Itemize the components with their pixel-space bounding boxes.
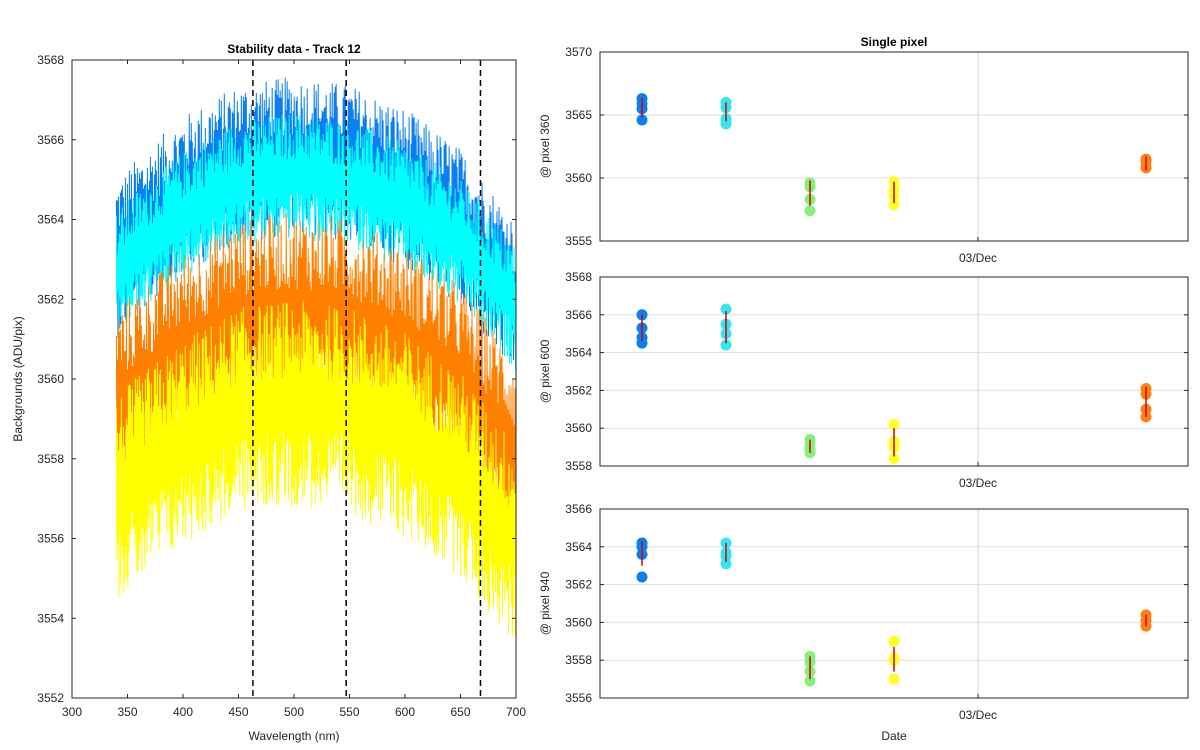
x-tick-label: 350 xyxy=(117,705,137,719)
date-axis-label: Date xyxy=(881,729,907,743)
data-point xyxy=(636,571,648,583)
spectrum-x-label: Wavelength (nm) xyxy=(249,729,340,743)
y-tick-label: 3562 xyxy=(565,578,592,592)
spectrum-y-label: Backgrounds (ADU/pix) xyxy=(11,316,25,441)
y-tick-label: 3568 xyxy=(565,270,592,284)
data-point xyxy=(804,675,816,687)
y-tick-label: 3556 xyxy=(37,532,64,546)
data-point xyxy=(720,339,732,351)
y-tick-label: 3558 xyxy=(37,452,64,466)
x-tick-label: 550 xyxy=(339,705,359,719)
spectrum-series-line xyxy=(115,300,516,637)
x-tick-label: 500 xyxy=(284,705,304,719)
y-tick-label: 3564 xyxy=(37,213,64,227)
y-tick-label: 3570 xyxy=(565,45,592,59)
date-tick-label: 03/Dec xyxy=(959,251,997,265)
spectrum-title: Stability data - Track 12 xyxy=(227,42,361,56)
data-point xyxy=(888,452,900,464)
pixel-600-panel: 3558 3560 3562 3564 3566 3568 03/Dec @ pixel 60… xyxy=(538,270,1189,490)
y-tick-label: 3565 xyxy=(565,108,592,122)
data-point xyxy=(888,635,900,647)
y-tick-label: 3566 xyxy=(565,308,592,322)
data-point xyxy=(720,303,732,315)
panel-axes-box xyxy=(599,276,1189,467)
data-point xyxy=(888,198,900,210)
pixel-360-panel: 3555 3560 3565 3570 03/Dec @ pixel 360 xyxy=(538,45,1189,265)
x-tick-label: 400 xyxy=(173,705,193,719)
y-tick-label: 3564 xyxy=(565,346,592,360)
panel-y-label: @ pixel 360 xyxy=(538,114,552,178)
spectrum-chart: 300 350 400 450 500 550 600 650 700 3552 3554 3556… xyxy=(11,42,526,743)
data-point xyxy=(636,337,648,349)
data-point xyxy=(888,673,900,685)
y-tick-label: 3560 xyxy=(37,372,64,386)
y-tick-label: 3560 xyxy=(565,421,592,435)
x-tick-label: 650 xyxy=(450,705,470,719)
y-tick-label: 3556 xyxy=(565,691,592,705)
panel-y-label: @ pixel 940 xyxy=(538,571,552,635)
wavelength-markers xyxy=(252,60,482,698)
y-tick-label: 3560 xyxy=(565,171,592,185)
y-tick-label: 3558 xyxy=(565,653,592,667)
spectrum-series-group xyxy=(115,77,516,637)
panel-axes-box xyxy=(599,508,1189,699)
data-point xyxy=(720,118,732,130)
y-tick-label: 3552 xyxy=(37,691,64,705)
y-tick-label: 3554 xyxy=(37,611,64,625)
y-tick-label: 3566 xyxy=(565,502,592,516)
x-tick-label: 700 xyxy=(506,705,526,719)
panel-axes-box xyxy=(599,51,1189,242)
panel-y-label: @ pixel 600 xyxy=(538,339,552,403)
spectrum-y-ticks: 3552 3554 3556 3558 3560 3562 3564 3566 3568 xyxy=(37,53,516,705)
y-tick-label: 3568 xyxy=(37,53,64,67)
x-tick-label: 600 xyxy=(395,705,415,719)
y-tick-label: 3564 xyxy=(565,540,592,554)
y-tick-label: 3558 xyxy=(565,459,592,473)
data-point xyxy=(804,205,816,217)
date-tick-label: 03/Dec xyxy=(959,708,997,722)
spectrum-x-ticks: 300 350 400 450 500 550 600 650 700 xyxy=(62,60,526,719)
data-point xyxy=(888,418,900,430)
y-tick-label: 3566 xyxy=(37,133,64,147)
pixel-940-panel: 3556 3558 3560 3562 3564 3566 03/Dec @ pixel 94… xyxy=(538,502,1189,722)
x-tick-label: 300 xyxy=(62,705,82,719)
date-tick-label: 03/Dec xyxy=(959,476,997,490)
data-point xyxy=(720,558,732,570)
y-tick-label: 3555 xyxy=(565,234,592,248)
y-tick-label: 3562 xyxy=(565,383,592,397)
y-tick-label: 3560 xyxy=(565,615,592,629)
single-pixel-title: Single pixel xyxy=(861,35,928,49)
panel-plot-area xyxy=(600,52,1188,241)
spectrum-series-line xyxy=(115,114,516,371)
x-tick-label: 450 xyxy=(228,705,248,719)
y-tick-label: 3562 xyxy=(37,292,64,306)
data-point xyxy=(636,114,648,126)
